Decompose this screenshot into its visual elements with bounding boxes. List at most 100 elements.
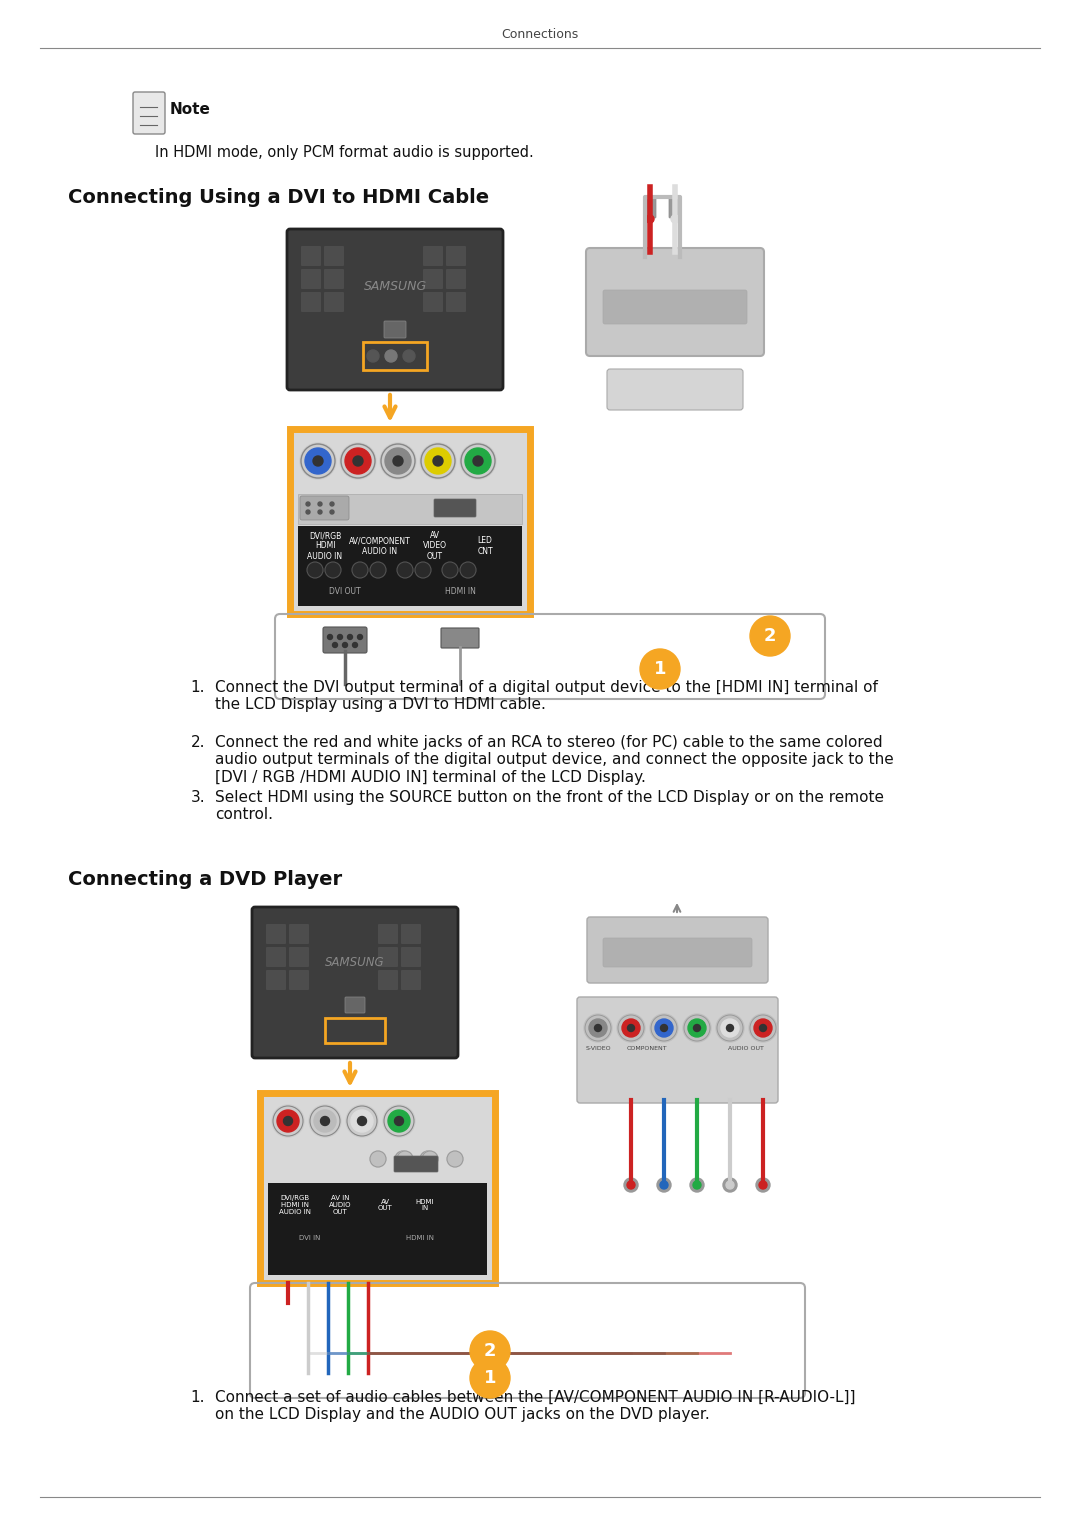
FancyBboxPatch shape xyxy=(378,924,399,944)
Circle shape xyxy=(660,1180,669,1190)
Text: DVI/RGB
HDMI IN
AUDIO IN: DVI/RGB HDMI IN AUDIO IN xyxy=(279,1196,311,1215)
FancyBboxPatch shape xyxy=(586,247,764,356)
Circle shape xyxy=(750,1014,777,1041)
Circle shape xyxy=(727,1025,733,1032)
Circle shape xyxy=(688,1019,706,1037)
Text: 2.: 2. xyxy=(190,734,205,750)
Circle shape xyxy=(465,447,491,473)
Circle shape xyxy=(306,510,310,515)
Text: Note: Note xyxy=(170,102,211,118)
Circle shape xyxy=(617,1014,645,1041)
FancyBboxPatch shape xyxy=(268,1183,487,1275)
Circle shape xyxy=(646,215,654,223)
Circle shape xyxy=(750,615,789,657)
FancyBboxPatch shape xyxy=(401,947,421,967)
Circle shape xyxy=(337,635,342,640)
FancyBboxPatch shape xyxy=(446,269,465,289)
Circle shape xyxy=(367,350,379,362)
Text: Connect a set of audio cables between the [AV/COMPONENT AUDIO IN [R-AUDIO-L]]
on: Connect a set of audio cables between th… xyxy=(215,1390,855,1422)
Circle shape xyxy=(395,1151,411,1167)
Circle shape xyxy=(346,1106,378,1138)
Circle shape xyxy=(351,1110,373,1132)
Circle shape xyxy=(397,562,413,579)
Circle shape xyxy=(594,1025,602,1032)
Text: AV IN
AUDIO
OUT: AV IN AUDIO OUT xyxy=(328,1196,351,1215)
FancyBboxPatch shape xyxy=(324,246,345,266)
Circle shape xyxy=(357,635,363,640)
Text: AV
VIDEO
OUT: AV VIDEO OUT xyxy=(423,531,447,560)
FancyBboxPatch shape xyxy=(401,924,421,944)
Text: In HDMI mode, only PCM format audio is supported.: In HDMI mode, only PCM format audio is s… xyxy=(156,145,534,160)
Circle shape xyxy=(420,1151,436,1167)
Text: SAMSUNG: SAMSUNG xyxy=(325,956,384,968)
Text: 1: 1 xyxy=(484,1370,496,1387)
Text: Connecting a DVD Player: Connecting a DVD Player xyxy=(68,870,342,889)
Circle shape xyxy=(690,1177,704,1193)
Circle shape xyxy=(759,1025,767,1032)
Circle shape xyxy=(584,1014,612,1041)
Text: Connecting Using a DVI to HDMI Cable: Connecting Using a DVI to HDMI Cable xyxy=(68,188,489,208)
Circle shape xyxy=(342,643,348,647)
FancyBboxPatch shape xyxy=(266,924,286,944)
Circle shape xyxy=(380,443,416,479)
Text: DVI IN: DVI IN xyxy=(299,1235,321,1241)
Circle shape xyxy=(661,1025,667,1032)
FancyBboxPatch shape xyxy=(301,246,321,266)
FancyBboxPatch shape xyxy=(298,525,522,606)
FancyBboxPatch shape xyxy=(441,628,480,647)
Circle shape xyxy=(370,1151,386,1167)
Circle shape xyxy=(352,562,368,579)
Circle shape xyxy=(721,1019,739,1037)
Text: COMPONENT: COMPONENT xyxy=(626,1046,667,1051)
FancyBboxPatch shape xyxy=(301,292,321,312)
Text: Connections: Connections xyxy=(501,29,579,41)
Text: LED
CNT: LED CNT xyxy=(477,536,492,556)
Text: Select HDMI using the SOURCE button on the front of the LCD Display or on the re: Select HDMI using the SOURCE button on t… xyxy=(215,789,885,823)
Circle shape xyxy=(272,1106,303,1138)
Circle shape xyxy=(300,443,336,479)
Text: S-VIDEO: S-VIDEO xyxy=(585,1046,611,1051)
FancyBboxPatch shape xyxy=(588,918,768,983)
Circle shape xyxy=(470,1358,510,1399)
FancyBboxPatch shape xyxy=(423,292,443,312)
Circle shape xyxy=(314,1110,336,1132)
Circle shape xyxy=(313,457,323,466)
Circle shape xyxy=(622,1019,640,1037)
Circle shape xyxy=(426,447,451,473)
Circle shape xyxy=(693,1025,701,1032)
FancyBboxPatch shape xyxy=(378,947,399,967)
Circle shape xyxy=(442,562,458,579)
Text: Connect the red and white jacks of an RCA to stereo (for PC) cable to the same c: Connect the red and white jacks of an RC… xyxy=(215,734,894,785)
FancyBboxPatch shape xyxy=(298,495,522,524)
Circle shape xyxy=(309,1106,341,1138)
Text: 3.: 3. xyxy=(190,789,205,805)
Circle shape xyxy=(627,1180,635,1190)
Circle shape xyxy=(394,1116,404,1125)
Circle shape xyxy=(640,649,680,689)
Circle shape xyxy=(726,1180,734,1190)
FancyBboxPatch shape xyxy=(301,269,321,289)
Circle shape xyxy=(283,1116,293,1125)
FancyBboxPatch shape xyxy=(266,947,286,967)
Circle shape xyxy=(723,1177,737,1193)
Text: 2: 2 xyxy=(764,628,777,644)
Circle shape xyxy=(415,562,431,579)
Circle shape xyxy=(420,443,456,479)
FancyBboxPatch shape xyxy=(401,970,421,989)
Circle shape xyxy=(460,443,496,479)
Text: 2: 2 xyxy=(484,1342,496,1361)
Text: AUDIO OUT: AUDIO OUT xyxy=(728,1046,764,1051)
Circle shape xyxy=(321,1116,329,1125)
FancyBboxPatch shape xyxy=(446,246,465,266)
Circle shape xyxy=(624,1177,638,1193)
Circle shape xyxy=(345,447,372,473)
Circle shape xyxy=(671,215,679,223)
Circle shape xyxy=(330,510,334,515)
Circle shape xyxy=(325,562,341,579)
Circle shape xyxy=(340,443,376,479)
FancyBboxPatch shape xyxy=(291,429,530,614)
Circle shape xyxy=(433,457,443,466)
Text: AV
OUT: AV OUT xyxy=(378,1199,392,1211)
Circle shape xyxy=(318,510,322,515)
Text: HDMI
IN: HDMI IN xyxy=(416,1199,434,1211)
